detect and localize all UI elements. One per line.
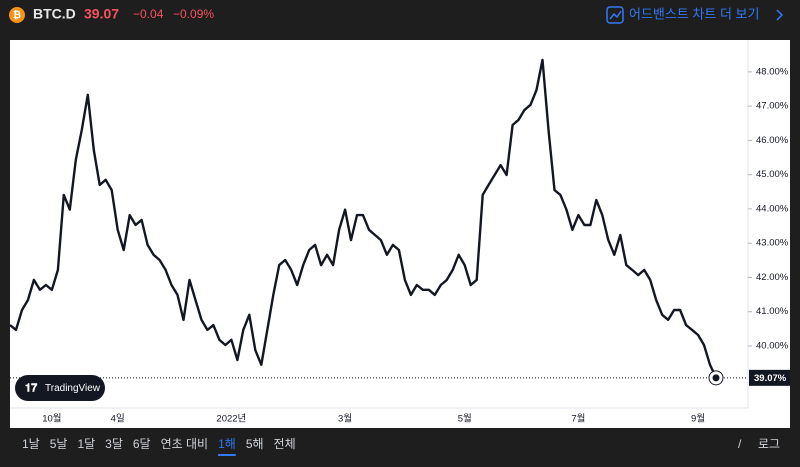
x-tick-label: 4일 [111, 414, 125, 425]
x-tick-label: 9월 [691, 413, 705, 425]
x-tick-label: 10월 [42, 413, 61, 425]
x-tick-label: 7월 [571, 413, 585, 425]
watermark-logo: 𝟏𝟕 [25, 382, 38, 394]
y-tick-label: 40.00% [756, 340, 789, 351]
symbol: BTC.D [33, 6, 76, 22]
price-line [9, 58, 718, 379]
last-point [712, 374, 720, 382]
log-button[interactable]: 로그 [758, 437, 780, 451]
range-button[interactable]: 1달 [77, 437, 95, 451]
range-button[interactable]: 전체 [274, 437, 296, 451]
range-button[interactable]: 5날 [50, 437, 68, 451]
y-tick-label: 48.00% [756, 66, 789, 77]
link-arrow [776, 9, 784, 21]
change: −0.04 [133, 7, 164, 21]
x-tick-label: 2022년 [216, 414, 246, 425]
y-tick-label: 42.00% [756, 272, 789, 283]
x-tick-label: 5월 [458, 413, 472, 425]
price: 39.07 [84, 6, 119, 22]
last-value-label: 39.07% [754, 373, 787, 384]
range-button[interactable]: 5해 [246, 437, 264, 451]
range-button[interactable]: 1해 [218, 437, 236, 451]
link-icon [606, 6, 624, 24]
range-button[interactable]: 6달 [133, 437, 151, 451]
range-button[interactable]: 1날 [22, 437, 40, 451]
change-pct: −0.09% [173, 7, 214, 21]
range-button[interactable]: 3달 [105, 437, 123, 451]
y-tick-label: 46.00% [756, 135, 789, 146]
btc-icon [9, 7, 25, 23]
x-tick-label: 3월 [338, 413, 352, 425]
footer: 1날 5날 1달 3달 6달 연초 대비 1해 5해 전체 / 로그 [22, 437, 780, 456]
separator: / [738, 437, 742, 451]
watermark-bg [15, 375, 105, 401]
chart-panel [10, 40, 790, 428]
y-tick-label: 41.00% [756, 306, 789, 317]
y-tick-label: 43.00% [756, 238, 789, 249]
watermark-badge: 𝟏𝟕 TradingView [15, 375, 105, 401]
y-tick-label: 45.00% [756, 169, 789, 180]
range-button[interactable]: 연초 대비 [161, 437, 209, 451]
plot: 40.00% 41.00% 42.00% 43.00% 44.00% 45.00% 46.0… [9, 58, 790, 425]
link-icon-line [609, 10, 622, 20]
link-text[interactable]: 어드밴스트 차트 더 보기 [629, 6, 759, 21]
advanced-chart-link[interactable]: 어드밴스트 차트 더 보기 [606, 6, 784, 24]
btc-icon-glyph: ₿ [13, 9, 21, 21]
last-value-box [749, 369, 790, 386]
watermark-text: TradingView [45, 383, 101, 394]
y-tick-label: 44.00% [756, 203, 789, 214]
y-tick-label: 47.00% [756, 101, 789, 112]
